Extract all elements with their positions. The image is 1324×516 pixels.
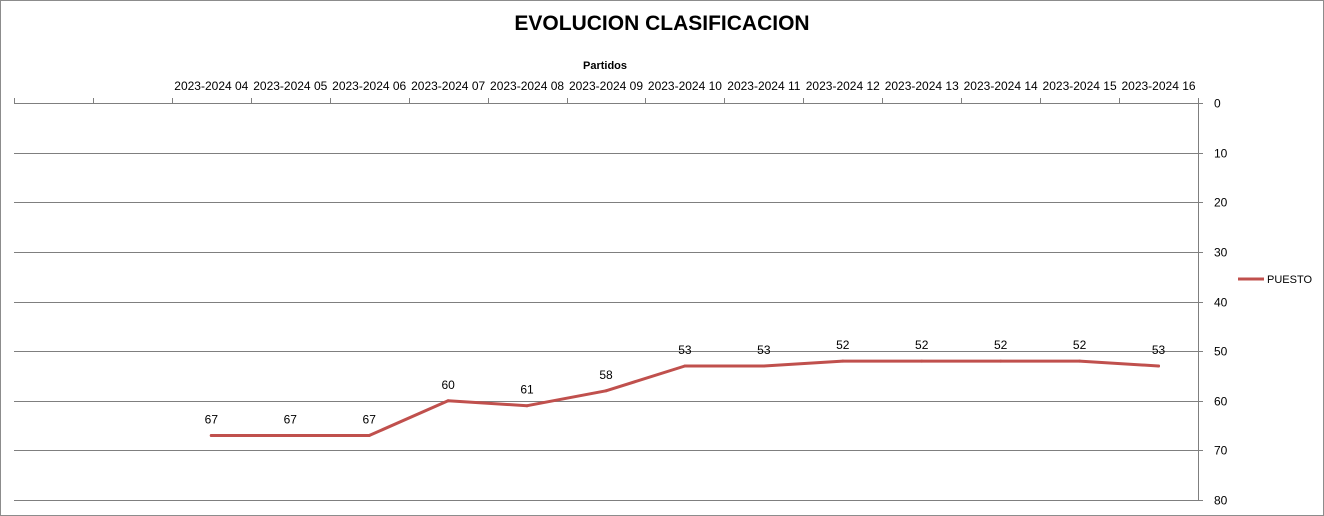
x-tick-label: 2023-2024 11 (727, 79, 801, 93)
chart-title: EVOLUCION CLASIFICACION (514, 12, 810, 35)
data-label: 53 (1152, 343, 1166, 357)
legend-label: PUESTO (1267, 274, 1312, 286)
y-tick-label: 0 (1214, 97, 1221, 111)
x-tick-label: 2023-2024 06 (332, 79, 406, 93)
x-tick-label: 2023-2024 05 (253, 79, 327, 93)
data-label: 53 (678, 343, 692, 357)
x-tick-label: 2023-2024 15 (1043, 79, 1117, 93)
data-label: 67 (284, 412, 298, 426)
data-label: 67 (363, 412, 377, 426)
data-point (1157, 364, 1160, 368)
data-point (683, 364, 687, 368)
data-label: 53 (757, 343, 771, 357)
data-point (525, 404, 529, 408)
y-tick-label: 80 (1214, 494, 1228, 508)
x-tick-label: 2023-2024 07 (411, 79, 485, 93)
data-label: 52 (994, 338, 1008, 352)
data-label: 52 (1073, 338, 1087, 352)
x-tick-label: 2023-2024 14 (964, 79, 1038, 93)
x-tick-label: 2023-2024 12 (806, 79, 880, 93)
y-tick-label: 60 (1214, 395, 1228, 409)
x-tick-label: 2023-2024 09 (569, 79, 643, 93)
data-point (288, 434, 292, 437)
series-line-puesto (209, 359, 1160, 437)
data-label: 67 (205, 412, 219, 426)
data-point (367, 434, 371, 437)
x-tick-label: 2023-2024 10 (648, 79, 722, 93)
data-point (920, 359, 924, 363)
y-tick-label: 20 (1214, 196, 1228, 210)
data-label: 61 (520, 383, 534, 397)
x-tick-label: 2023-2024 08 (490, 79, 564, 93)
y-tick-label: 50 (1214, 345, 1228, 359)
data-label: 52 (836, 338, 850, 352)
data-point (999, 359, 1003, 363)
data-point (1078, 359, 1082, 363)
x-tick-label: 2023-2024 13 (885, 79, 959, 93)
y-tick-label: 70 (1214, 444, 1228, 458)
data-point (209, 434, 213, 437)
data-label: 52 (915, 338, 929, 352)
data-point (446, 399, 450, 403)
y-tick-label: 10 (1214, 147, 1228, 161)
x-axis-title: Partidos (582, 60, 627, 72)
x-tick-label: 2023-2024 04 (174, 79, 248, 93)
x-tick-label: 2023-2024 16 (1121, 79, 1195, 93)
data-point (762, 364, 766, 368)
data-label: 58 (599, 368, 613, 382)
data-label: 60 (441, 378, 455, 392)
data-point (604, 389, 608, 393)
data-point (841, 359, 845, 363)
y-tick-label: 30 (1214, 246, 1228, 260)
y-tick-label: 40 (1214, 296, 1228, 310)
